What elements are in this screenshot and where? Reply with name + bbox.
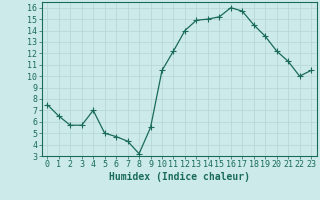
X-axis label: Humidex (Indice chaleur): Humidex (Indice chaleur) (109, 172, 250, 182)
